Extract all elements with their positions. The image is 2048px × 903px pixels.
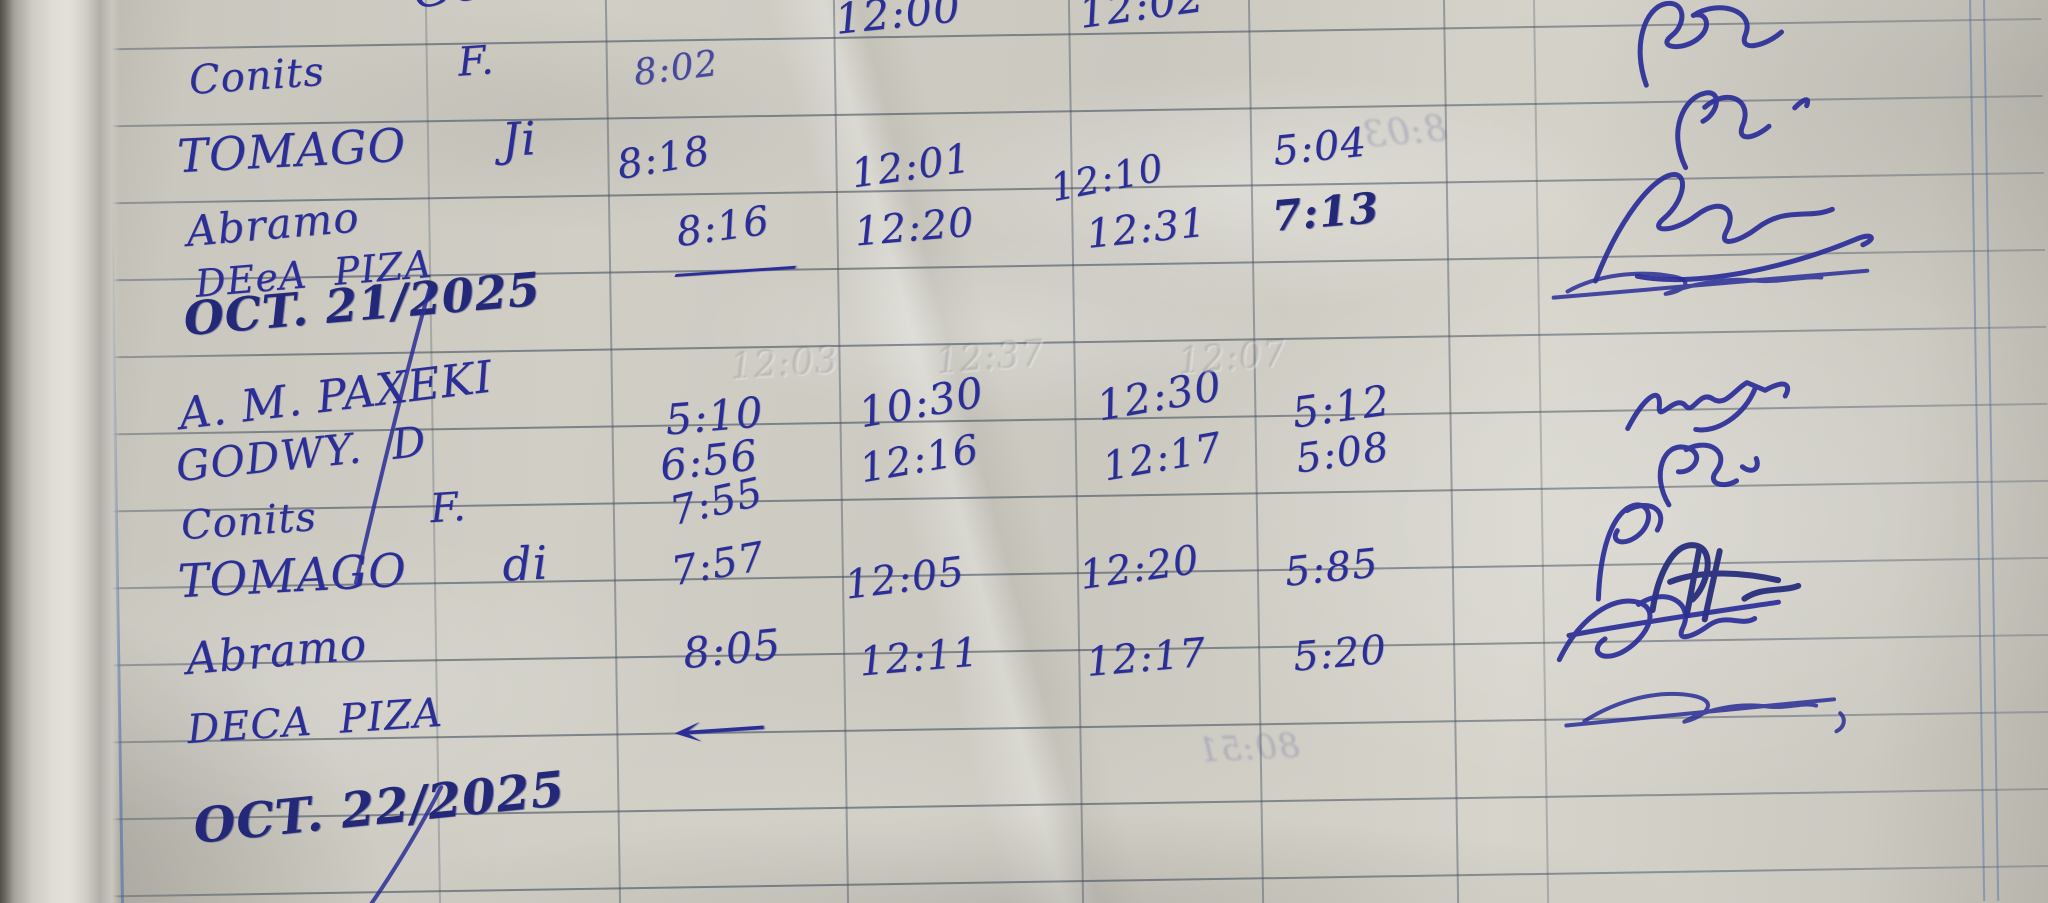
column-line — [832, 0, 850, 903]
time-noon-out: 12:05 — [842, 548, 968, 609]
column-line — [1532, 0, 1550, 903]
column-line — [604, 0, 622, 903]
employee-name: DECA PIZA — [185, 689, 445, 754]
ghost-imprint: 8:03 — [1360, 108, 1449, 157]
ghost-imprint: 80:51 — [1195, 725, 1301, 771]
time-noon-out: 12:20 — [852, 199, 977, 256]
signature-scribble — [1675, 90, 1811, 171]
time-morning-in: 8:05 — [680, 619, 784, 679]
signature-scribble — [1649, 542, 1802, 623]
time-evening-out: 5:20 — [1291, 626, 1389, 681]
time-morning-in: 7:57 — [667, 533, 769, 596]
time-noon-in: 12:10 — [1046, 145, 1168, 211]
time-noon-out: 12:01 — [848, 135, 974, 198]
signature-scribble — [1556, 594, 1781, 663]
ruled-line — [21, 17, 2042, 52]
margin-line-right — [1982, 0, 2000, 901]
time-noon-in: 12:02 — [1075, 0, 1208, 38]
signature-scribble — [1595, 502, 1664, 602]
date-entry: OCT. 22/2025 — [190, 760, 568, 855]
margin-line-right — [1968, 0, 1986, 901]
column-line — [1067, 0, 1085, 903]
time-noon-out: 12:16 — [856, 426, 983, 493]
signature-scribble — [1551, 268, 1870, 300]
employee-name: Conits F. — [179, 483, 468, 550]
time-evening-out: 7:13 — [1270, 183, 1382, 241]
signature-scribble — [1657, 442, 1760, 508]
time-noon-in: 12:31 — [1084, 199, 1209, 258]
page-curl-edge — [0, 0, 120, 903]
employee-name: Abramo — [184, 192, 362, 257]
ghost-imprint: 12:37 — [934, 333, 1047, 384]
time-morning-in: 8:02 — [631, 43, 721, 94]
employee-name: GODWY. D — [409, 0, 690, 19]
signature-scribble — [1637, 0, 1785, 88]
time-noon-out: 12:11 — [857, 629, 982, 686]
ghost-imprint: 12:03 — [729, 340, 841, 389]
time-noon-in: 12:17 — [1084, 629, 1209, 686]
employee-name: Conits F. — [187, 37, 496, 105]
signature-scribble — [1564, 691, 1846, 734]
dash-mark: — — [667, 238, 806, 299]
signature-scribble — [1592, 172, 1874, 284]
time-noon-in: 12:17 — [1099, 424, 1226, 491]
ruled-line — [34, 864, 2048, 899]
left-arrow-mark: ← — [668, 698, 775, 760]
time-evening-out: 5:04 — [1270, 119, 1370, 175]
employee-name: TOMAGO di — [176, 535, 550, 609]
employee-name: Abramo — [183, 618, 370, 686]
time-evening-out: 5:08 — [1293, 424, 1393, 483]
time-morning-in: 8:18 — [613, 127, 714, 190]
ghost-imprint: 12:07 — [1176, 333, 1289, 384]
time-evening-out: 5:85 — [1282, 540, 1381, 596]
time-noon-in: 12:20 — [1076, 536, 1203, 599]
